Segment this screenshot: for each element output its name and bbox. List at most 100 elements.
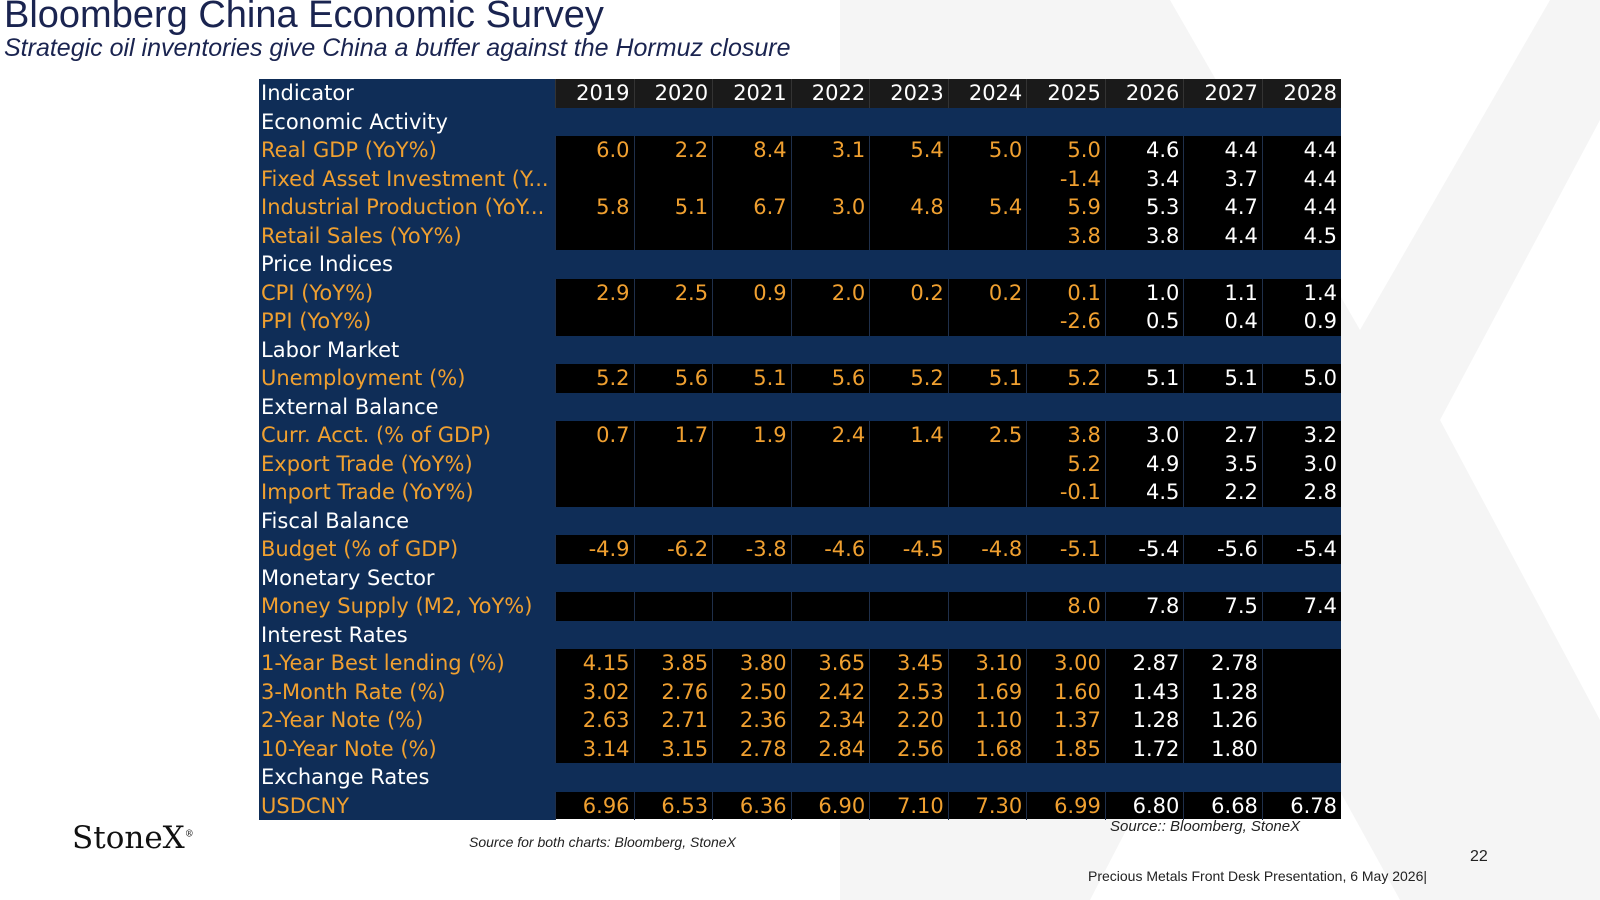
table-row: 2-Year Note (%) 2.63 2.71 2.36 2.34 2.20 1.10 1… [259, 706, 1341, 735]
row-label: Export Trade (YoY%) [259, 449, 556, 478]
cell-value: 1.80 [1183, 734, 1263, 763]
cell-value: 3.80 [712, 649, 792, 678]
cell-value [869, 449, 949, 478]
cell-value: 6.53 [633, 791, 713, 820]
section-row: Exchange Rates [259, 763, 1341, 792]
cell-value: 4.6 [1104, 136, 1184, 165]
cell-value: 5.3 [1104, 193, 1184, 222]
section-row: Economic Activity [259, 107, 1341, 136]
cell-value: 5.1 [1183, 364, 1263, 393]
cell-value [790, 221, 870, 250]
cell-value: 5.2 [555, 364, 635, 393]
table-row: Industrial Production (YoY... 5.8 5.1 6.7 3.… [259, 193, 1341, 222]
cell-value [633, 592, 713, 621]
cell-value: -5.4 [1261, 535, 1341, 564]
cell-value [1261, 706, 1341, 735]
cell-value: 3.0 [790, 193, 870, 222]
cell-value [1261, 734, 1341, 763]
cell-value: 4.4 [1183, 221, 1263, 250]
cell-value: 2.42 [790, 677, 870, 706]
cell-value: 1.0 [1104, 278, 1184, 307]
table-row: Retail Sales (YoY%) 3.8 3.8 4.4 4.5 [259, 221, 1341, 250]
cell-value [712, 478, 792, 507]
cell-value: 1.1 [1183, 278, 1263, 307]
cell-value [947, 307, 1027, 336]
cell-value: 3.0 [1104, 421, 1184, 450]
cell-value: 0.4 [1183, 307, 1263, 336]
cell-value: 2.20 [869, 706, 949, 735]
cell-value: 3.5 [1183, 449, 1263, 478]
cell-value [1261, 677, 1341, 706]
cell-value: 0.9 [1261, 307, 1341, 336]
section-label: Monetary Sector [259, 563, 1341, 592]
row-label: Curr. Acct. (% of GDP) [259, 421, 556, 450]
cell-value: 3.8 [1104, 221, 1184, 250]
table-row: 1-Year Best lending (%) 4.15 3.85 3.80 3.65 3… [259, 649, 1341, 678]
row-label: Unemployment (%) [259, 364, 556, 393]
cell-value: 1.7 [633, 421, 713, 450]
cell-value: 5.0 [1261, 364, 1341, 393]
cell-value [790, 449, 870, 478]
cell-value: 6.0 [555, 136, 635, 165]
cell-value [869, 164, 949, 193]
cell-value: 2.2 [633, 136, 713, 165]
page-title: Bloomberg China Economic Survey [4, 0, 604, 36]
cell-value: 4.4 [1261, 136, 1341, 165]
cell-value: 0.1 [1026, 278, 1106, 307]
cell-value: 3.15 [633, 734, 713, 763]
section-row: Interest Rates [259, 620, 1341, 649]
header-year: 2025 [1026, 79, 1106, 108]
cell-value: 3.4 [1104, 164, 1184, 193]
cell-value: 0.2 [869, 278, 949, 307]
cell-value [1261, 649, 1341, 678]
cell-value: 6.90 [790, 791, 870, 820]
cell-value [869, 307, 949, 336]
header-year: 2022 [790, 79, 870, 108]
cell-value: 1.37 [1026, 706, 1106, 735]
cell-value: 2.2 [1183, 478, 1263, 507]
footer-text: Precious Metals Front Desk Presentation,… [1088, 868, 1428, 884]
cell-value [555, 592, 635, 621]
cell-value: 5.1 [947, 364, 1027, 393]
cell-value: 3.1 [790, 136, 870, 165]
cell-value: -4.8 [947, 535, 1027, 564]
cell-value: 4.5 [1104, 478, 1184, 507]
section-row: Labor Market [259, 335, 1341, 364]
cell-value: 1.4 [869, 421, 949, 450]
header-year: 2027 [1183, 79, 1263, 108]
cell-value: 2.8 [1261, 478, 1341, 507]
cell-value: 5.6 [633, 364, 713, 393]
header-year: 2021 [712, 79, 792, 108]
row-label: USDCNY [259, 791, 556, 820]
cell-value [633, 478, 713, 507]
section-label: Interest Rates [259, 620, 1341, 649]
cell-value: 2.9 [555, 278, 635, 307]
cell-value: 2.56 [869, 734, 949, 763]
cell-value: 3.85 [633, 649, 713, 678]
table-row: CPI (YoY%) 2.9 2.5 0.9 2.0 0.2 0.2 0.1 1.0 1.1 1.4 [259, 278, 1341, 307]
cell-value: 4.7 [1183, 193, 1263, 222]
cell-value: 5.9 [1026, 193, 1106, 222]
cell-value: 0.2 [947, 278, 1027, 307]
cell-value [712, 221, 792, 250]
source-left: Source for both charts: Bloomberg, Stone… [469, 834, 736, 850]
table-row: Export Trade (YoY%) 5.2 4.9 3.5 3.0 [259, 449, 1341, 478]
cell-value: 2.7 [1183, 421, 1263, 450]
cell-value [712, 307, 792, 336]
page-number: 22 [1470, 848, 1488, 865]
cell-value: 2.71 [633, 706, 713, 735]
section-row: External Balance [259, 392, 1341, 421]
cell-value: 5.1 [712, 364, 792, 393]
cell-value: 2.4 [790, 421, 870, 450]
row-label: PPI (YoY%) [259, 307, 556, 336]
cell-value: 1.10 [947, 706, 1027, 735]
cell-value [790, 164, 870, 193]
table-row: PPI (YoY%) -2.6 0.5 0.4 0.9 [259, 307, 1341, 336]
cell-value: 3.14 [555, 734, 635, 763]
cell-value: -5.6 [1183, 535, 1263, 564]
cell-value: 7.10 [869, 791, 949, 820]
cell-value [790, 592, 870, 621]
cell-value: 3.02 [555, 677, 635, 706]
cell-value: 1.60 [1026, 677, 1106, 706]
cell-value: 2.76 [633, 677, 713, 706]
